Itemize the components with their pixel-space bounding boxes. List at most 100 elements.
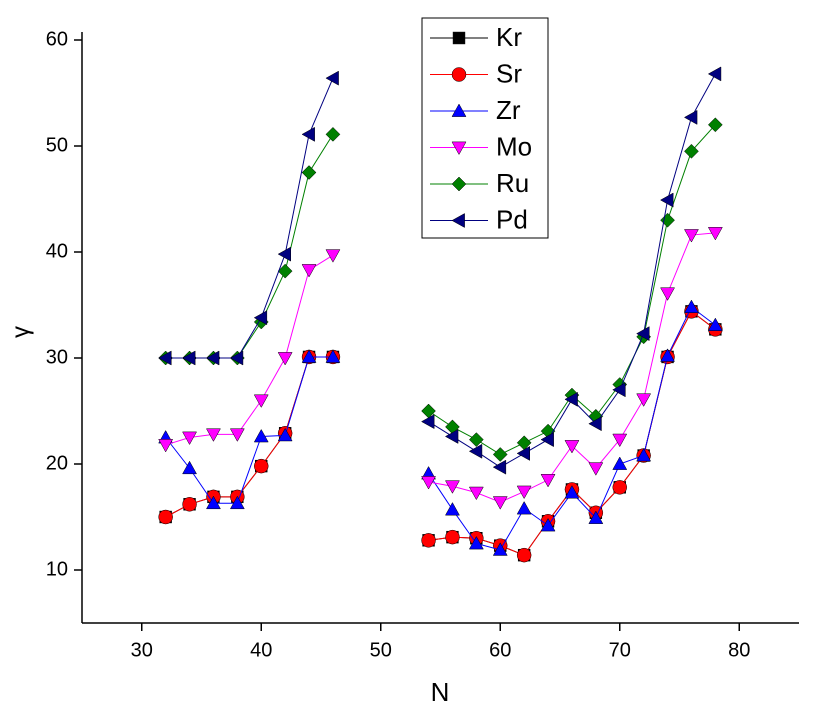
marker (707, 317, 723, 331)
marker (325, 70, 339, 86)
marker (421, 476, 436, 490)
x-tick-label: 50 (370, 639, 392, 661)
marker (468, 443, 483, 459)
marker (612, 382, 626, 398)
marker (158, 350, 172, 366)
marker (277, 246, 291, 262)
marker (182, 431, 197, 446)
marker (229, 428, 245, 442)
marker (684, 143, 699, 159)
marker (684, 229, 699, 243)
marker (516, 547, 532, 563)
legend-label: Ru (496, 168, 529, 198)
x-tick-label: 70 (609, 639, 631, 661)
marker (445, 529, 460, 545)
marker (445, 480, 460, 494)
x-tick-label: 60 (489, 639, 511, 661)
legend-label: Mo (496, 131, 532, 161)
marker (636, 448, 652, 462)
x-tick-label: 40 (250, 639, 272, 661)
marker (301, 349, 317, 363)
legend-marker (451, 141, 467, 156)
marker (421, 414, 435, 430)
marker (540, 474, 556, 488)
marker (564, 440, 580, 454)
marker (468, 432, 484, 447)
marker (660, 212, 675, 228)
marker (253, 428, 269, 443)
marker (636, 393, 652, 407)
marker (421, 533, 436, 548)
legend-marker (451, 103, 467, 117)
y-tick-label: 40 (46, 240, 68, 262)
marker (301, 264, 317, 278)
marker (540, 432, 554, 448)
marker (564, 485, 580, 499)
x-tick-label: 30 (131, 639, 153, 661)
marker (206, 495, 221, 510)
marker (612, 480, 627, 495)
marker (516, 485, 532, 500)
marker (325, 249, 341, 263)
marker (492, 447, 508, 462)
marker (684, 299, 699, 313)
marker (468, 486, 484, 501)
marker (301, 165, 317, 180)
marker (206, 428, 221, 442)
marker (707, 66, 722, 82)
y-tick-label: 50 (46, 134, 68, 156)
legend-box (421, 17, 549, 239)
legend-marker (451, 176, 467, 192)
marker (254, 458, 269, 474)
legend-marker (452, 31, 466, 45)
marker (277, 263, 293, 279)
y-tick-label: 30 (46, 346, 68, 368)
marker (516, 501, 532, 515)
marker (158, 509, 173, 525)
marker (182, 497, 197, 512)
marker (205, 350, 220, 366)
legend-label: Zr (496, 95, 521, 125)
marker (253, 310, 268, 326)
marker (445, 502, 460, 516)
y-tick-label: 60 (46, 28, 68, 50)
marker (540, 517, 556, 532)
y-tick-label: 20 (46, 452, 68, 474)
marker (492, 459, 507, 475)
y-axis-label: γ (7, 326, 34, 338)
marker (158, 439, 174, 453)
marker (277, 427, 293, 442)
legend-label: Pd (496, 204, 528, 234)
marker (182, 350, 196, 366)
series-line (165, 310, 716, 556)
marker (660, 192, 674, 208)
marker (325, 126, 341, 142)
marker (229, 350, 244, 366)
marker (612, 433, 628, 448)
marker (444, 429, 459, 444)
marker (301, 126, 315, 142)
marker (683, 109, 698, 125)
marker (564, 391, 578, 407)
marker (468, 535, 484, 550)
legend-label: Kr (496, 22, 522, 52)
marker (229, 495, 245, 510)
legend-label: Sr (496, 58, 522, 88)
marker (707, 117, 723, 133)
marker (612, 456, 628, 470)
marker (516, 445, 530, 461)
marker (636, 326, 650, 342)
marker (253, 394, 269, 408)
marker (492, 496, 508, 510)
marker (707, 227, 723, 241)
marker (660, 287, 675, 301)
x-axis-label: N (431, 677, 450, 707)
marker (492, 542, 508, 556)
legend-marker (451, 213, 465, 228)
marker (325, 349, 341, 363)
series-line (165, 232, 716, 503)
marker (588, 462, 604, 476)
y-tick-label: 10 (46, 558, 68, 580)
legend-marker (451, 67, 467, 82)
